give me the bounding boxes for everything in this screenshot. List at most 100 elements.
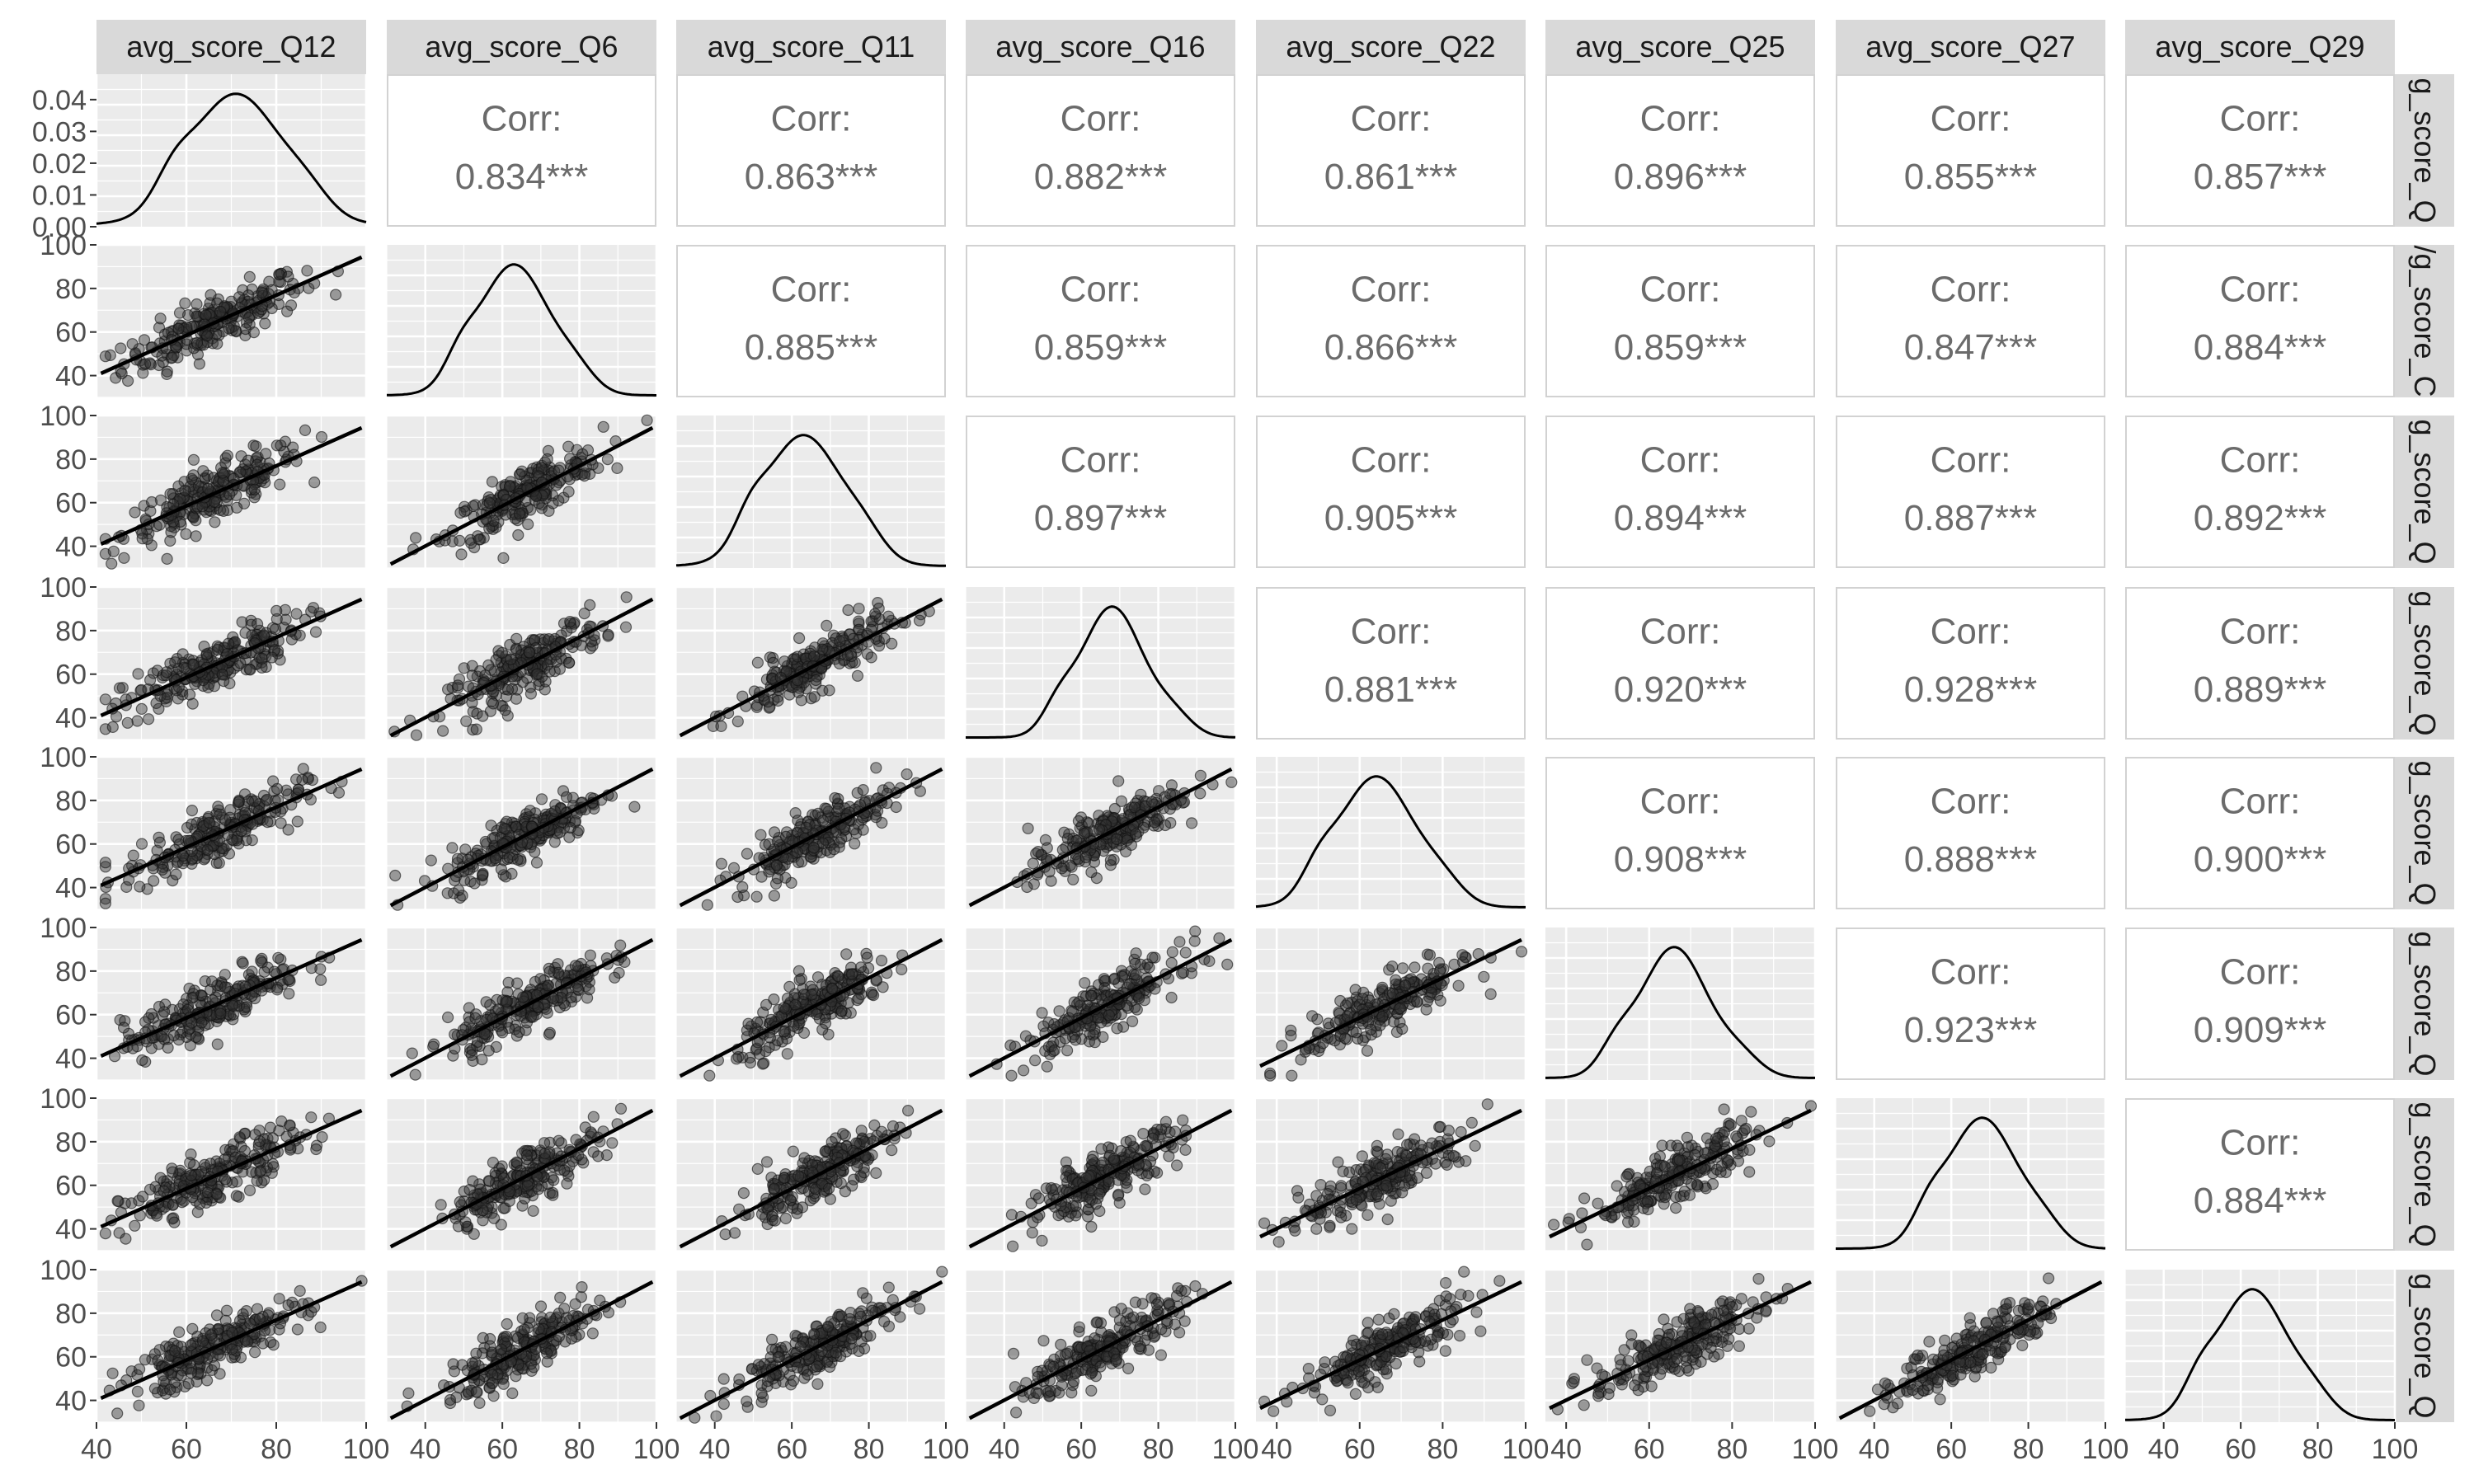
data-point	[1165, 956, 1178, 970]
data-point	[823, 684, 835, 697]
data-point	[1032, 845, 1045, 858]
data-point	[211, 337, 223, 350]
data-point	[221, 449, 233, 462]
data-point	[772, 694, 784, 707]
data-point	[1036, 1234, 1048, 1247]
data-point	[219, 981, 232, 993]
corr-label: Corr:	[771, 98, 852, 139]
data-point	[770, 859, 783, 871]
data-point	[1409, 961, 1421, 974]
data-point	[273, 268, 285, 280]
data-point	[273, 1125, 285, 1137]
data-point	[842, 997, 854, 1009]
data-point	[614, 939, 627, 951]
data-point	[1478, 970, 1490, 983]
data-point	[173, 319, 186, 331]
corr-label: Corr:	[1931, 611, 2011, 651]
data-point	[165, 526, 177, 538]
data-point	[219, 1153, 231, 1166]
data-point	[201, 330, 214, 342]
data-point	[466, 660, 478, 672]
data-point	[787, 1145, 799, 1158]
data-point	[107, 545, 120, 557]
data-point	[172, 834, 185, 846]
data-point	[821, 619, 833, 632]
data-point	[777, 1201, 789, 1214]
data-point	[1169, 1125, 1181, 1138]
data-point	[851, 669, 864, 682]
corr-value: 0.888***	[1904, 839, 2037, 880]
data-point	[1285, 1029, 1297, 1042]
data-point	[500, 996, 513, 1008]
data-point	[529, 846, 541, 858]
data-point	[510, 644, 522, 656]
data-point	[106, 557, 118, 570]
data-point	[195, 1017, 208, 1029]
data-point	[170, 868, 182, 881]
data-point	[811, 1008, 823, 1021]
data-point	[532, 1183, 545, 1195]
data-point	[242, 454, 254, 467]
data-point	[291, 815, 303, 828]
corr-value: 0.834***	[455, 157, 588, 197]
data-point	[1386, 960, 1399, 973]
row-strip-0	[2395, 74, 2454, 227]
data-point	[778, 1172, 790, 1184]
data-point	[330, 289, 342, 301]
corr-panel-frame	[1545, 587, 1815, 740]
data-point	[1338, 1032, 1352, 1045]
data-point	[223, 488, 236, 500]
data-point	[1350, 1026, 1362, 1039]
data-point	[570, 1134, 582, 1146]
panel-5-4	[1256, 926, 1528, 1082]
panel-3-3	[965, 587, 1237, 740]
density-curve	[387, 263, 656, 397]
corr-value: 0.847***	[1904, 327, 2037, 368]
data-point	[214, 305, 227, 318]
data-point	[870, 1167, 882, 1180]
data-point	[455, 548, 468, 561]
panel-6-2	[675, 1097, 948, 1252]
data-point	[243, 1184, 256, 1197]
corr-panel-frame	[1836, 928, 2105, 1080]
data-point	[126, 338, 139, 350]
data-point	[231, 501, 243, 514]
corr-panel-frame	[1836, 587, 2105, 740]
panel-0-7: Corr:0.857***	[2125, 74, 2395, 227]
corr-value: 0.897***	[1034, 498, 1167, 538]
row-strip-2	[2395, 416, 2454, 568]
column-strip-label-3: avg_score_Q16	[995, 30, 1205, 63]
column-strip-1	[387, 20, 656, 74]
corr-panel-frame	[1545, 74, 1815, 227]
panel-3-4: Corr:0.881***	[1256, 587, 1526, 740]
corr-value: 0.861***	[1324, 157, 1457, 197]
corr-panel-frame	[676, 245, 946, 397]
data-point	[470, 723, 482, 735]
panel-1-7: Corr:0.884***	[2125, 245, 2395, 397]
data-point	[522, 518, 534, 531]
data-point	[530, 857, 543, 869]
data-point	[512, 528, 524, 542]
row-strip-label-0: g_score_Q	[2408, 77, 2442, 223]
data-point	[186, 992, 199, 1004]
data-point	[99, 857, 112, 869]
data-point	[601, 453, 614, 466]
data-point	[208, 495, 220, 509]
data-point	[791, 846, 804, 858]
data-point	[503, 481, 516, 493]
data-point	[829, 791, 841, 805]
data-point	[851, 1160, 863, 1172]
corr-panel-frame	[966, 245, 1235, 397]
data-point	[861, 648, 874, 660]
data-point	[578, 469, 590, 482]
data-point	[755, 829, 767, 841]
data-point	[499, 704, 511, 716]
panel-0-2: Corr:0.863***	[676, 74, 946, 227]
data-point	[1484, 988, 1497, 1000]
data-point	[161, 692, 173, 704]
row-strip-label-group-0: g_score_Q	[2408, 77, 2442, 223]
data-point	[1341, 1010, 1353, 1022]
data-point	[138, 334, 151, 346]
data-point	[258, 629, 270, 641]
